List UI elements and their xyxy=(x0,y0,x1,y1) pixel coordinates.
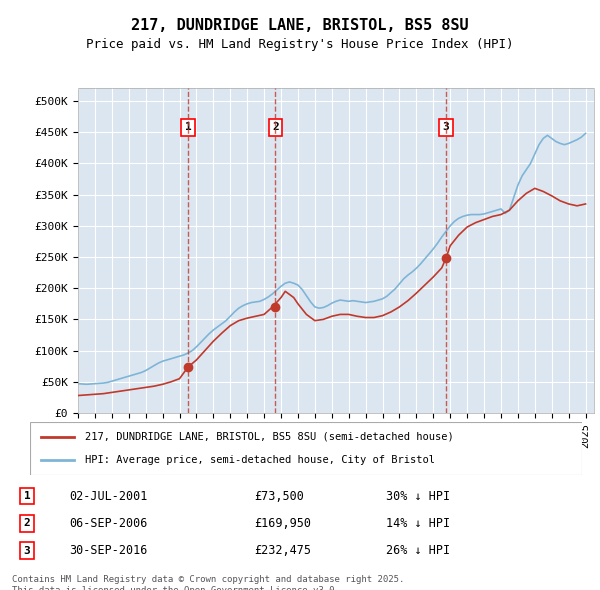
Text: £73,500: £73,500 xyxy=(254,490,304,503)
Text: £232,475: £232,475 xyxy=(254,544,311,557)
Text: 30-SEP-2016: 30-SEP-2016 xyxy=(70,544,148,557)
Text: Contains HM Land Registry data © Crown copyright and database right 2025.
This d: Contains HM Land Registry data © Crown c… xyxy=(12,575,404,590)
Text: 02-JUL-2001: 02-JUL-2001 xyxy=(70,490,148,503)
Text: 1: 1 xyxy=(185,123,191,132)
Text: 06-SEP-2006: 06-SEP-2006 xyxy=(70,517,148,530)
Text: 3: 3 xyxy=(443,123,449,132)
Text: HPI: Average price, semi-detached house, City of Bristol: HPI: Average price, semi-detached house,… xyxy=(85,455,435,465)
Text: 14% ↓ HPI: 14% ↓ HPI xyxy=(386,517,451,530)
Text: £169,950: £169,950 xyxy=(254,517,311,530)
FancyBboxPatch shape xyxy=(30,422,582,475)
Text: Price paid vs. HM Land Registry's House Price Index (HPI): Price paid vs. HM Land Registry's House … xyxy=(86,38,514,51)
Text: 2: 2 xyxy=(272,123,279,132)
Text: 30% ↓ HPI: 30% ↓ HPI xyxy=(386,490,451,503)
Text: 217, DUNDRIDGE LANE, BRISTOL, BS5 8SU: 217, DUNDRIDGE LANE, BRISTOL, BS5 8SU xyxy=(131,18,469,32)
Text: 1: 1 xyxy=(23,491,30,501)
Text: 26% ↓ HPI: 26% ↓ HPI xyxy=(386,544,451,557)
Text: 2: 2 xyxy=(23,519,30,528)
Text: 3: 3 xyxy=(23,546,30,556)
Text: 217, DUNDRIDGE LANE, BRISTOL, BS5 8SU (semi-detached house): 217, DUNDRIDGE LANE, BRISTOL, BS5 8SU (s… xyxy=(85,432,454,442)
